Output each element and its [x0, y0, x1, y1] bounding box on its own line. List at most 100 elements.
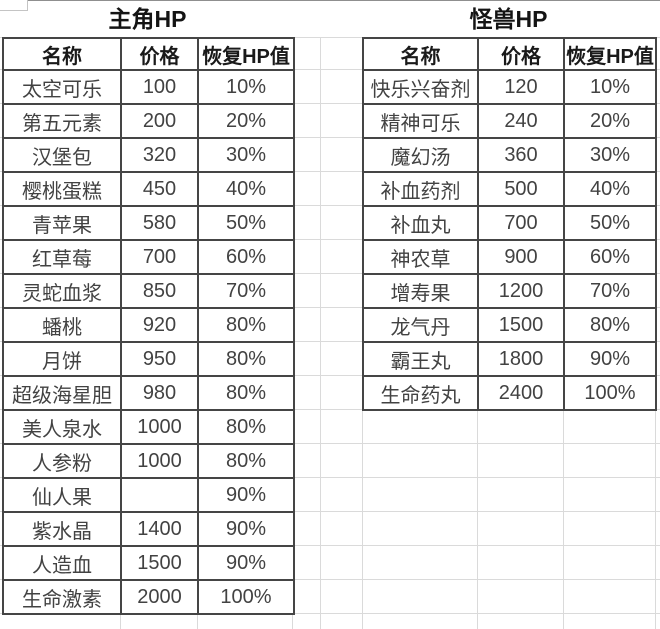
cell-hp-recovery: 80% [197, 307, 295, 343]
gridline-horizontal [0, 103, 660, 104]
cell-name: 人参粉 [2, 443, 122, 479]
table-row: 樱桃蛋糕 450 40% [2, 171, 295, 207]
cell-price: 900 [477, 239, 565, 275]
cell-hp-recovery: 20% [563, 103, 657, 139]
cell-name: 汉堡包 [2, 137, 122, 173]
table-row: 仙人果 90% [2, 477, 295, 513]
cell-price: 100 [120, 69, 199, 105]
cell-price: 450 [120, 171, 199, 207]
gridline-horizontal [0, 613, 660, 614]
cell-price: 240 [477, 103, 565, 139]
column-header-name: 名称 [2, 37, 122, 71]
cell-price: 1000 [120, 409, 199, 445]
cell-name: 精神可乐 [362, 103, 479, 139]
cell-name: 月饼 [2, 341, 122, 377]
cell-name: 魔幻汤 [362, 137, 479, 173]
cell-price: 320 [120, 137, 199, 173]
cell-name: 第五元素 [2, 103, 122, 139]
cell-hp-recovery: 80% [197, 443, 295, 479]
table-row: 月饼 950 80% [2, 341, 295, 377]
table-row: 红草莓 700 60% [2, 239, 295, 275]
hero-hp-title: 主角HP [108, 6, 187, 32]
cell-name: 神农草 [362, 239, 479, 275]
cell-hp-recovery: 80% [197, 341, 295, 377]
table-row: 魔幻汤 360 30% [362, 137, 657, 173]
cell-name: 人造血 [2, 545, 122, 581]
header-row: 名称 价格 恢复HP值 [2, 37, 295, 71]
cell-price [120, 477, 199, 513]
gridline-horizontal [0, 511, 660, 512]
cell-hp-recovery: 100% [563, 375, 657, 411]
cell-name: 太空可乐 [2, 69, 122, 105]
table-row: 紫水晶 1400 90% [2, 511, 295, 547]
cell-hp-recovery: 80% [197, 409, 295, 445]
table-row: 补血丸 700 50% [362, 205, 657, 241]
table-row: 人参粉 1000 80% [2, 443, 295, 479]
gridline-horizontal [0, 579, 660, 580]
column-header-price: 价格 [477, 37, 565, 71]
table-row: 神农草 900 60% [362, 239, 657, 275]
hero-hp-table: 名称 价格 恢复HP值 太空可乐 100 10% 第五元素 200 20% 汉堡包 320 30… [2, 37, 295, 615]
gridline-horizontal [0, 239, 660, 240]
cell-name: 紫水晶 [2, 511, 122, 547]
corner-cell-fragment [0, 0, 28, 11]
cell-hp-recovery: 100% [197, 579, 295, 615]
cell-name: 樱桃蛋糕 [2, 171, 122, 207]
cell-price: 1000 [120, 443, 199, 479]
cell-name: 青苹果 [2, 205, 122, 241]
cell-name: 红草莓 [2, 239, 122, 275]
table-row: 增寿果 1200 70% [362, 273, 657, 309]
gridline-horizontal [0, 37, 660, 38]
cell-name: 龙气丹 [362, 307, 479, 343]
cell-hp-recovery: 60% [563, 239, 657, 275]
table-row: 太空可乐 100 10% [2, 69, 295, 105]
table-row: 蟠桃 920 80% [2, 307, 295, 343]
cell-name: 灵蛇血浆 [2, 273, 122, 309]
cell-hp-recovery: 80% [197, 375, 295, 411]
column-header-price: 价格 [120, 37, 199, 71]
table-row: 补血药剂 500 40% [362, 171, 657, 207]
cell-hp-recovery: 30% [563, 137, 657, 173]
cell-price: 2400 [477, 375, 565, 411]
table-row: 超级海星胆 980 80% [2, 375, 295, 411]
cell-price: 1500 [477, 307, 565, 343]
cell-price: 700 [477, 205, 565, 241]
column-header-name: 名称 [362, 37, 479, 71]
cell-hp-recovery: 40% [563, 171, 657, 207]
table-row: 快乐兴奋剂 120 10% [362, 69, 657, 105]
gridline-horizontal [0, 171, 660, 172]
cell-name: 增寿果 [362, 273, 479, 309]
cell-hp-recovery: 70% [563, 273, 657, 309]
cell-hp-recovery: 50% [563, 205, 657, 241]
gridline-horizontal [0, 409, 660, 410]
monster-hp-table: 名称 价格 恢复HP值 快乐兴奋剂 120 10% 精神可乐 240 20% 魔幻汤 360 3… [362, 37, 657, 411]
gridline-vertical [320, 37, 321, 629]
cell-price: 1200 [477, 273, 565, 309]
cell-name: 超级海星胆 [2, 375, 122, 411]
gridline-horizontal [0, 545, 660, 546]
cell-name: 生命药丸 [362, 375, 479, 411]
table-row: 青苹果 580 50% [2, 205, 295, 241]
cell-price: 850 [120, 273, 199, 309]
gridline-horizontal [0, 307, 660, 308]
cell-hp-recovery: 30% [197, 137, 295, 173]
cell-price: 200 [120, 103, 199, 139]
cell-name: 快乐兴奋剂 [362, 69, 479, 105]
cell-name: 仙人果 [2, 477, 122, 513]
cell-name: 美人泉水 [2, 409, 122, 445]
column-header-hp-recovery: 恢复HP值 [563, 37, 657, 71]
cell-price: 2000 [120, 579, 199, 615]
cell-hp-recovery: 90% [197, 545, 295, 581]
cell-hp-recovery: 40% [197, 171, 295, 207]
gridline-horizontal [0, 137, 660, 138]
column-header-hp-recovery: 恢复HP值 [197, 37, 295, 71]
gridline-horizontal [0, 443, 660, 444]
table-row: 灵蛇血浆 850 70% [2, 273, 295, 309]
cell-price: 1400 [120, 511, 199, 547]
gridline-horizontal [0, 477, 660, 478]
cell-price: 360 [477, 137, 565, 173]
cell-price: 120 [477, 69, 565, 105]
table-row: 生命激素 2000 100% [2, 579, 295, 615]
cell-name: 补血药剂 [362, 171, 479, 207]
table-row: 美人泉水 1000 80% [2, 409, 295, 445]
